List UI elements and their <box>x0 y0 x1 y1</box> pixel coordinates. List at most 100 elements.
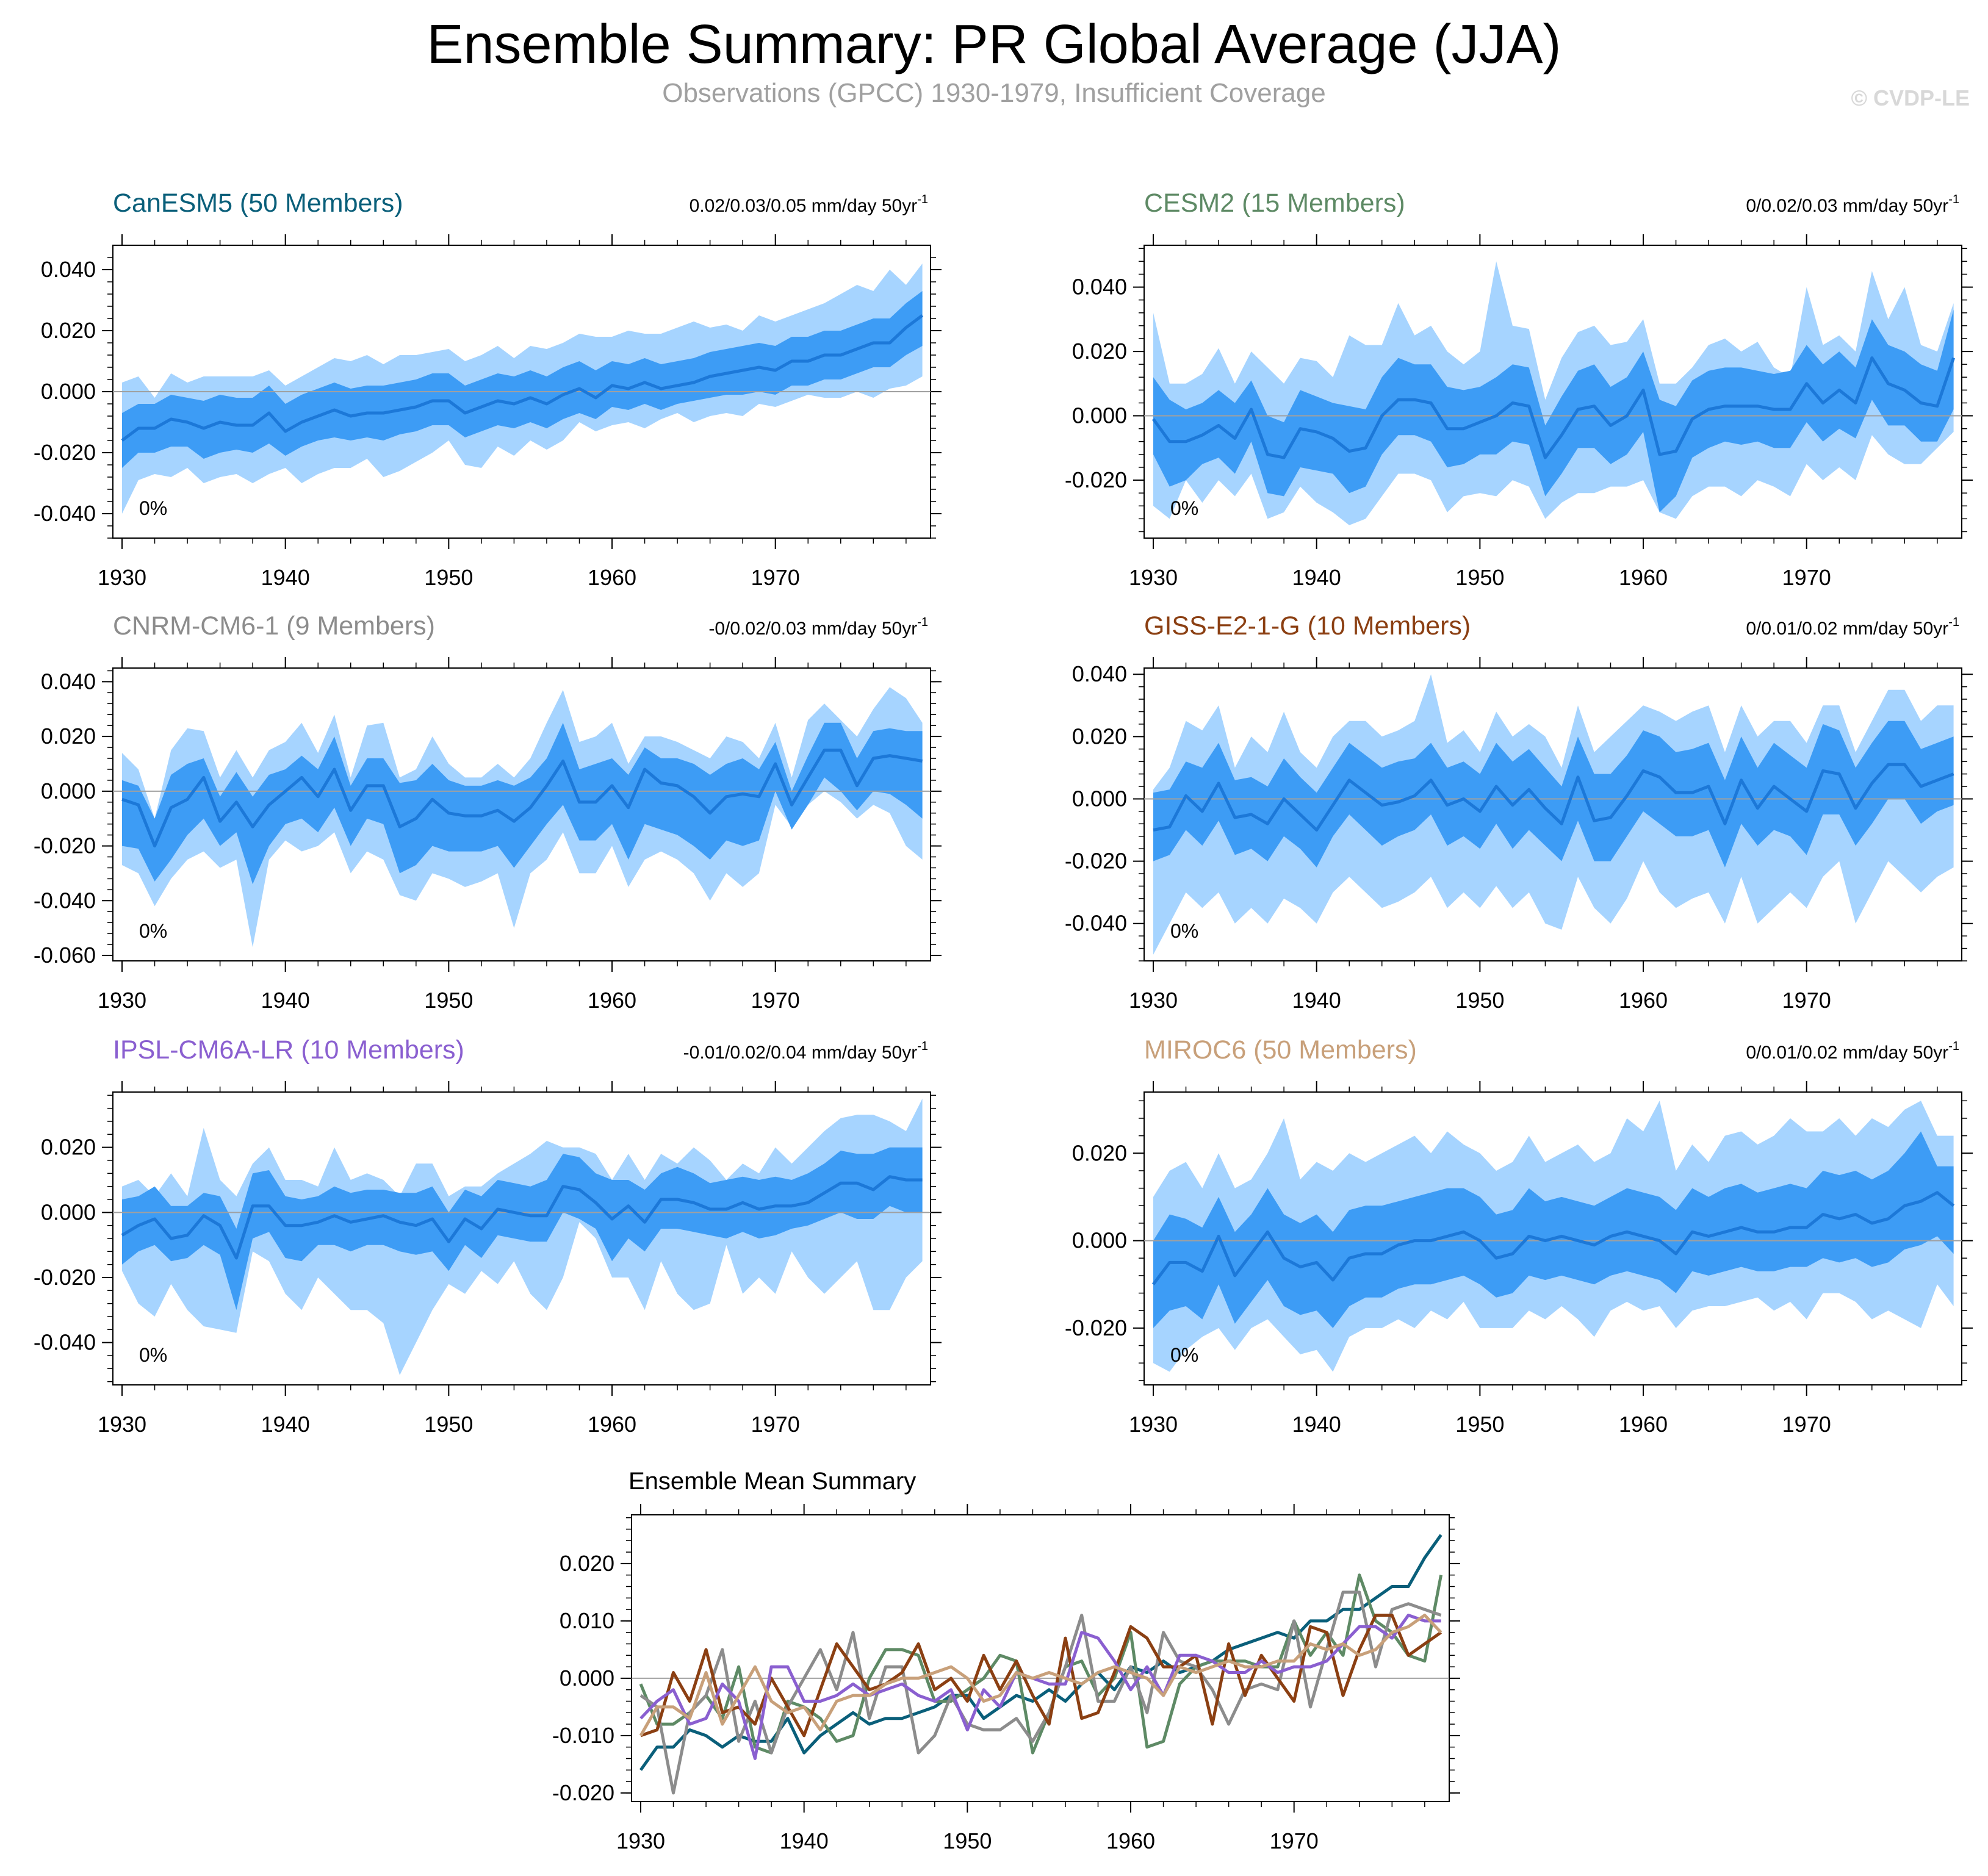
ensemble-mean-line <box>1153 763 1954 832</box>
trend-value: -0.01/0.02/0.04 mm/day 50yr <box>683 1043 918 1063</box>
trend-text: 0/0.01/0.02 mm/day 50yr-1 <box>1746 616 1959 639</box>
y-tick-label: 0.000 <box>560 1666 614 1691</box>
y-tick-label: 0.020 <box>41 1135 96 1160</box>
panel-title: CNRM-CM6-1 (9 Members) <box>113 611 435 641</box>
x-tick-label: 1930 <box>98 1412 146 1437</box>
x-tick-label: 1960 <box>1106 1828 1155 1853</box>
y-tick-label: -0.040 <box>34 1330 96 1355</box>
y-tick-label: -0.020 <box>552 1780 614 1805</box>
series-line-4 <box>640 1614 1442 1738</box>
series-line-6 <box>639 1614 1442 1737</box>
trend-text: -0/0.02/0.03 mm/day 50yr-1 <box>708 616 928 639</box>
x-tick-label: 1970 <box>751 1412 800 1437</box>
x-tick-label: 1970 <box>1782 988 1831 1013</box>
x-tick-label: 1940 <box>780 1828 829 1853</box>
x-tick-label: 1960 <box>1619 1412 1668 1437</box>
x-tick-label: 1930 <box>98 565 146 590</box>
x-tick-label: 1970 <box>1782 1412 1831 1437</box>
x-tick-label: 1970 <box>751 988 800 1013</box>
y-tick-label: -0.040 <box>1065 911 1127 936</box>
x-tick-label: 1970 <box>751 565 800 590</box>
x-tick-label: 1960 <box>588 565 636 590</box>
trend-text: -0.01/0.02/0.04 mm/day 50yr-1 <box>683 1040 928 1063</box>
y-tick-label: 0.010 <box>560 1608 614 1633</box>
panel-title: CanESM5 (50 Members) <box>113 189 403 218</box>
percent-label: 0% <box>139 1344 167 1366</box>
percent-label: 0% <box>139 497 167 519</box>
inner-range-band <box>1153 309 1954 512</box>
inner-range-band <box>122 291 923 468</box>
y-tick-label: 0.040 <box>1072 661 1127 686</box>
watermark: © CVDP-LE <box>1851 85 1970 110</box>
y-tick-label: 0.040 <box>1072 275 1127 300</box>
plot-frame <box>631 1514 1450 1802</box>
y-tick-label: -0.020 <box>1065 467 1127 492</box>
x-tick-label: 1960 <box>588 1412 636 1437</box>
x-tick-label: 1940 <box>261 1412 310 1437</box>
x-tick-label: 1950 <box>424 1412 473 1437</box>
x-tick-label: 1930 <box>616 1828 665 1853</box>
panel-title: MIROC6 (50 Members) <box>1144 1035 1417 1065</box>
ensemble-mean-line <box>1151 356 1955 459</box>
y-tick-label: 0.000 <box>41 778 96 803</box>
trend-text: 0/0.01/0.02 mm/day 50yr-1 <box>1746 1040 1959 1063</box>
x-tick-label: 1940 <box>261 565 310 590</box>
x-tick-label: 1950 <box>1455 988 1504 1013</box>
y-tick-label: 0.040 <box>41 257 96 282</box>
series-line-3 <box>639 1590 1442 1795</box>
page-subtitle: Observations (GPCC) 1930-1979, Insuffici… <box>662 78 1326 108</box>
y-tick-label: 0.000 <box>1072 403 1127 428</box>
y-tick-label: -0.040 <box>34 501 96 526</box>
x-tick-label: 1930 <box>1129 565 1178 590</box>
y-tick-label: -0.020 <box>34 1265 96 1290</box>
panel-title: GISS-E2-1-G (10 Members) <box>1144 611 1471 641</box>
trend-text: 0.02/0.03/0.05 mm/day 50yr-1 <box>690 193 928 216</box>
x-tick-label: 1940 <box>1292 1412 1341 1437</box>
trend-value: -0/0.02/0.03 mm/day 50yr <box>708 619 917 639</box>
x-tick-label: 1930 <box>1129 1412 1178 1437</box>
x-tick-label: 1960 <box>1619 988 1668 1013</box>
series-line-1 <box>639 1534 1442 1771</box>
x-tick-label: 1960 <box>588 988 636 1013</box>
y-tick-label: 0.020 <box>1072 724 1127 749</box>
x-tick-label: 1970 <box>1270 1828 1319 1853</box>
y-tick-label: 0.020 <box>560 1551 614 1576</box>
y-tick-label: -0.020 <box>1065 849 1127 874</box>
x-tick-label: 1950 <box>1455 565 1504 590</box>
x-tick-label: 1940 <box>261 988 310 1013</box>
trend-value: 0.02/0.03/0.05 mm/day 50yr <box>690 196 918 216</box>
x-tick-label: 1930 <box>98 988 146 1013</box>
chart-panel-1: CanESM5 (50 Members) 0.02/0.03/0.05 mm/da… <box>34 189 942 590</box>
inner-range-band <box>1153 721 1954 868</box>
percent-label: 0% <box>1170 920 1198 942</box>
trend-value: 0/0.01/0.02 mm/day 50yr <box>1746 619 1948 639</box>
ensemble-mean-line <box>121 314 924 442</box>
y-tick-label: 0.020 <box>41 724 96 749</box>
y-tick-label: -0.020 <box>1065 1315 1127 1340</box>
trend-value: 0/0.02/0.03 mm/day 50yr <box>1746 196 1948 216</box>
y-tick-label: 0.000 <box>1072 1228 1127 1253</box>
percent-label: 0% <box>139 920 167 942</box>
y-tick-label: -0.010 <box>552 1723 614 1748</box>
inner-range-band <box>122 722 923 885</box>
chart-panel-5: IPSL-CM6A-LR (10 Members) -0.01/0.02/0.04… <box>34 1035 942 1437</box>
percent-label: 0% <box>1170 1344 1198 1366</box>
trend-value: 0/0.01/0.02 mm/day 50yr <box>1746 1043 1948 1063</box>
panel-title: Ensemble Mean Summary <box>628 1468 916 1495</box>
y-tick-label: -0.020 <box>34 440 96 465</box>
y-tick-label: 0.000 <box>41 379 96 404</box>
x-tick-label: 1950 <box>1455 1412 1504 1437</box>
chart-panel-7: Ensemble Mean Summary -0.020 -0.010 0.000 0.… <box>552 1468 1460 1853</box>
chart-panel-2: CESM2 (15 Members) 0/0.02/0.03 mm/day 50y… <box>1065 189 1973 590</box>
trend-exponent: -1 <box>917 193 928 206</box>
chart-panel-3: CNRM-CM6-1 (9 Members) -0/0.02/0.03 mm/da… <box>34 611 942 1013</box>
ensemble-mean-line <box>121 1175 923 1260</box>
inner-range-band <box>122 1147 923 1310</box>
y-tick-label: 0.020 <box>1072 1140 1127 1165</box>
x-tick-label: 1960 <box>1619 565 1668 590</box>
page-title: Ensemble Summary: PR Global Average (JJA… <box>427 14 1561 75</box>
x-tick-label: 1950 <box>424 565 473 590</box>
x-tick-label: 1950 <box>943 1828 992 1853</box>
series-line-5 <box>639 1614 1441 1760</box>
chart-panel-4: GISS-E2-1-G (10 Members) 0/0.01/0.02 mm/d… <box>1065 611 1973 1013</box>
